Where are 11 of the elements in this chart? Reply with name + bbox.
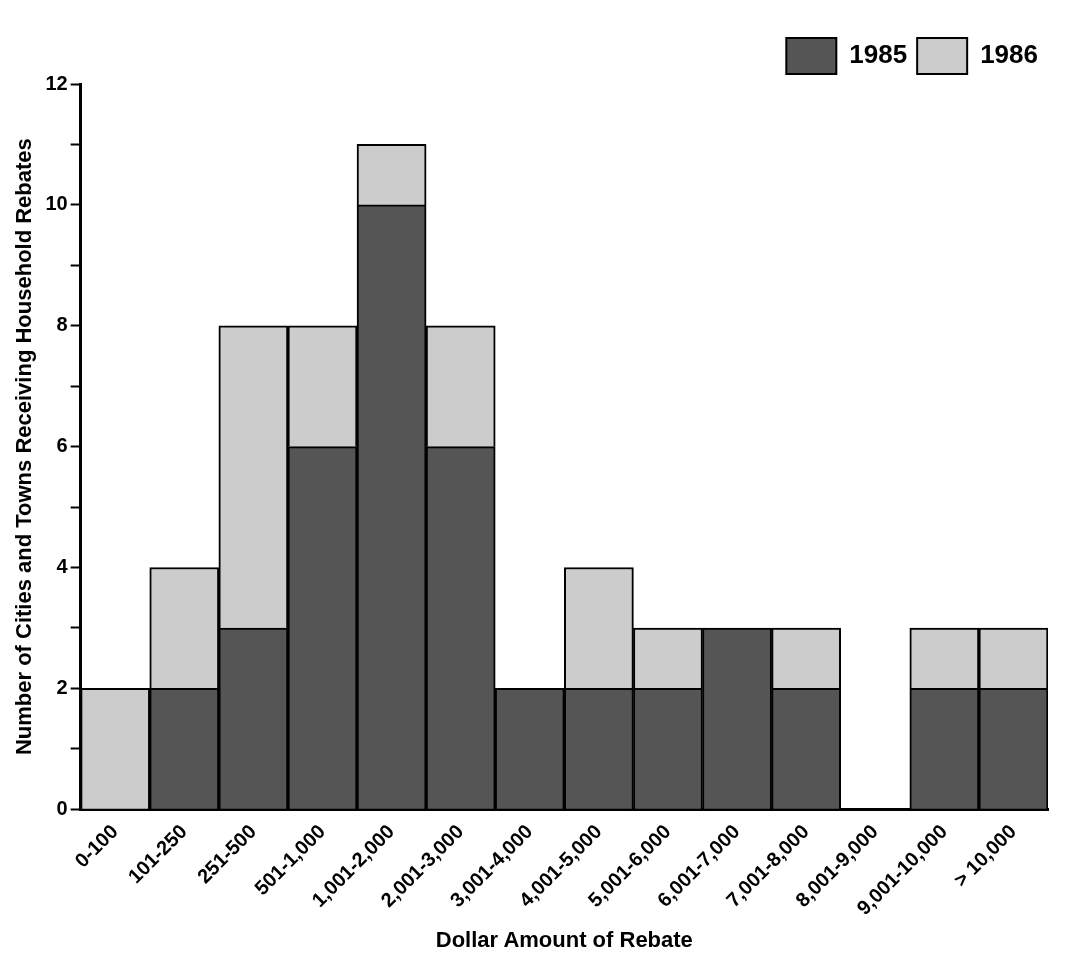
y-tick-label: 2 [56, 675, 68, 698]
y-tick-label: 0 [56, 796, 68, 819]
y-tick-label: 12 [45, 71, 68, 94]
legend-label: 1986 [980, 39, 1038, 70]
y-axis-title: Number of Cities and Towns Receiving Household Rebates [11, 138, 37, 756]
legend-label: 1985 [849, 39, 908, 70]
y-tick-label: 6 [56, 434, 68, 457]
y-tick-label: 4 [56, 555, 69, 578]
y-tick-label: 10 [45, 192, 68, 215]
y-tick-label: 8 [56, 313, 68, 336]
x-axis-title: Dollar Amount of Rebate [435, 926, 693, 952]
